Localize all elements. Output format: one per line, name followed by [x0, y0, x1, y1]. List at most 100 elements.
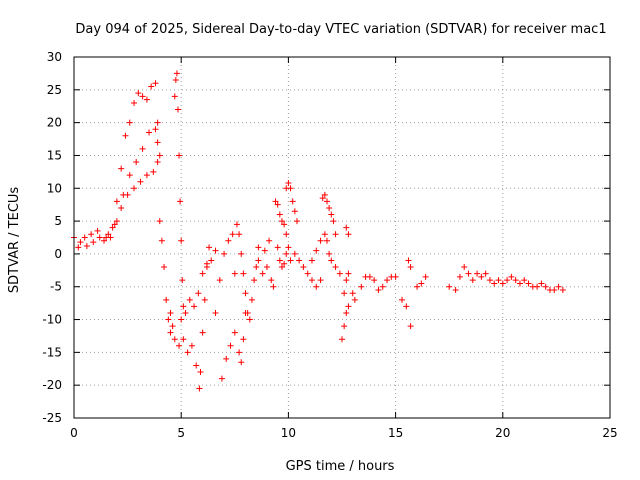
data-point — [283, 250, 290, 257]
data-point — [465, 270, 472, 277]
data-point — [504, 277, 511, 284]
series-segment-7-9h — [233, 221, 277, 323]
data-point — [182, 309, 189, 316]
data-point — [251, 277, 258, 284]
y-tick-label: -15 — [42, 345, 62, 359]
data-point — [289, 198, 296, 205]
data-point — [274, 244, 281, 251]
data-point — [148, 83, 155, 90]
data-point — [118, 204, 125, 211]
data-point — [180, 303, 187, 310]
data-point — [414, 283, 421, 290]
data-point — [188, 342, 195, 349]
data-point — [231, 270, 238, 277]
data-point — [313, 247, 320, 254]
series-segment-13-15h — [349, 273, 399, 303]
data-point — [321, 191, 328, 198]
data-point — [137, 178, 144, 185]
data-point — [126, 172, 133, 179]
series-segment-9-10h — [272, 198, 298, 271]
data-point — [343, 224, 350, 231]
data-point — [283, 231, 290, 238]
data-point — [461, 264, 468, 271]
data-point — [326, 204, 333, 211]
data-point — [285, 180, 292, 187]
data-point — [313, 283, 320, 290]
data-point — [261, 247, 268, 254]
data-point — [150, 168, 157, 175]
data-point — [323, 237, 330, 244]
data-point — [422, 273, 429, 280]
data-point — [75, 244, 82, 251]
data-point — [212, 247, 219, 254]
data-point — [135, 90, 142, 97]
data-point — [405, 257, 412, 264]
data-point — [231, 329, 238, 336]
data-point — [178, 237, 185, 244]
data-point — [291, 208, 298, 215]
data-point — [276, 257, 283, 264]
data-point — [349, 290, 356, 297]
data-point — [366, 273, 373, 280]
data-point — [156, 218, 163, 225]
data-point — [233, 221, 240, 228]
x-tick-label: 5 — [177, 426, 185, 440]
data-point — [118, 165, 125, 172]
data-point — [345, 303, 352, 310]
data-point — [126, 119, 133, 126]
data-point — [88, 231, 95, 238]
data-point — [253, 264, 260, 271]
data-point — [240, 270, 247, 277]
data-point — [559, 287, 566, 294]
data-point — [317, 277, 324, 284]
data-point — [371, 277, 378, 284]
data-point — [146, 129, 153, 136]
data-point — [285, 244, 292, 251]
data-point — [516, 280, 523, 287]
data-point — [96, 234, 103, 241]
data-point — [281, 221, 288, 228]
data-point — [308, 257, 315, 264]
data-point — [158, 237, 165, 244]
data-point — [323, 198, 330, 205]
data-point — [456, 273, 463, 280]
data-point — [379, 283, 386, 290]
data-point — [240, 336, 247, 343]
data-point — [317, 237, 324, 244]
data-point — [296, 257, 303, 264]
data-point — [169, 323, 176, 330]
data-point — [525, 280, 532, 287]
data-point — [107, 234, 114, 241]
series-drop-4h — [156, 218, 176, 336]
data-point — [345, 231, 352, 238]
data-point — [122, 132, 129, 139]
series-segment-6-8h — [212, 231, 249, 382]
data-point — [319, 195, 326, 202]
y-tick-label: 20 — [47, 116, 62, 130]
y-axis-label: SDTVAR / TECUs — [7, 187, 22, 294]
data-point — [343, 277, 350, 284]
data-point — [197, 369, 204, 376]
data-point — [326, 250, 333, 257]
data-point — [343, 309, 350, 316]
data-point — [109, 224, 116, 231]
x-tick-label: 10 — [281, 426, 296, 440]
data-point — [193, 362, 200, 369]
data-point — [508, 273, 515, 280]
data-point — [268, 277, 275, 284]
data-point — [291, 250, 298, 257]
data-point — [165, 316, 172, 323]
data-point — [90, 239, 97, 246]
data-point — [339, 336, 345, 343]
data-point — [152, 126, 159, 133]
data-point — [199, 329, 206, 336]
data-point — [266, 237, 273, 244]
x-tick-label: 0 — [70, 426, 78, 440]
data-point — [83, 243, 90, 250]
data-point — [156, 152, 163, 159]
series-segment-12-13h — [339, 224, 352, 343]
data-point — [293, 218, 300, 225]
data-point — [321, 231, 328, 238]
data-point — [276, 211, 283, 218]
